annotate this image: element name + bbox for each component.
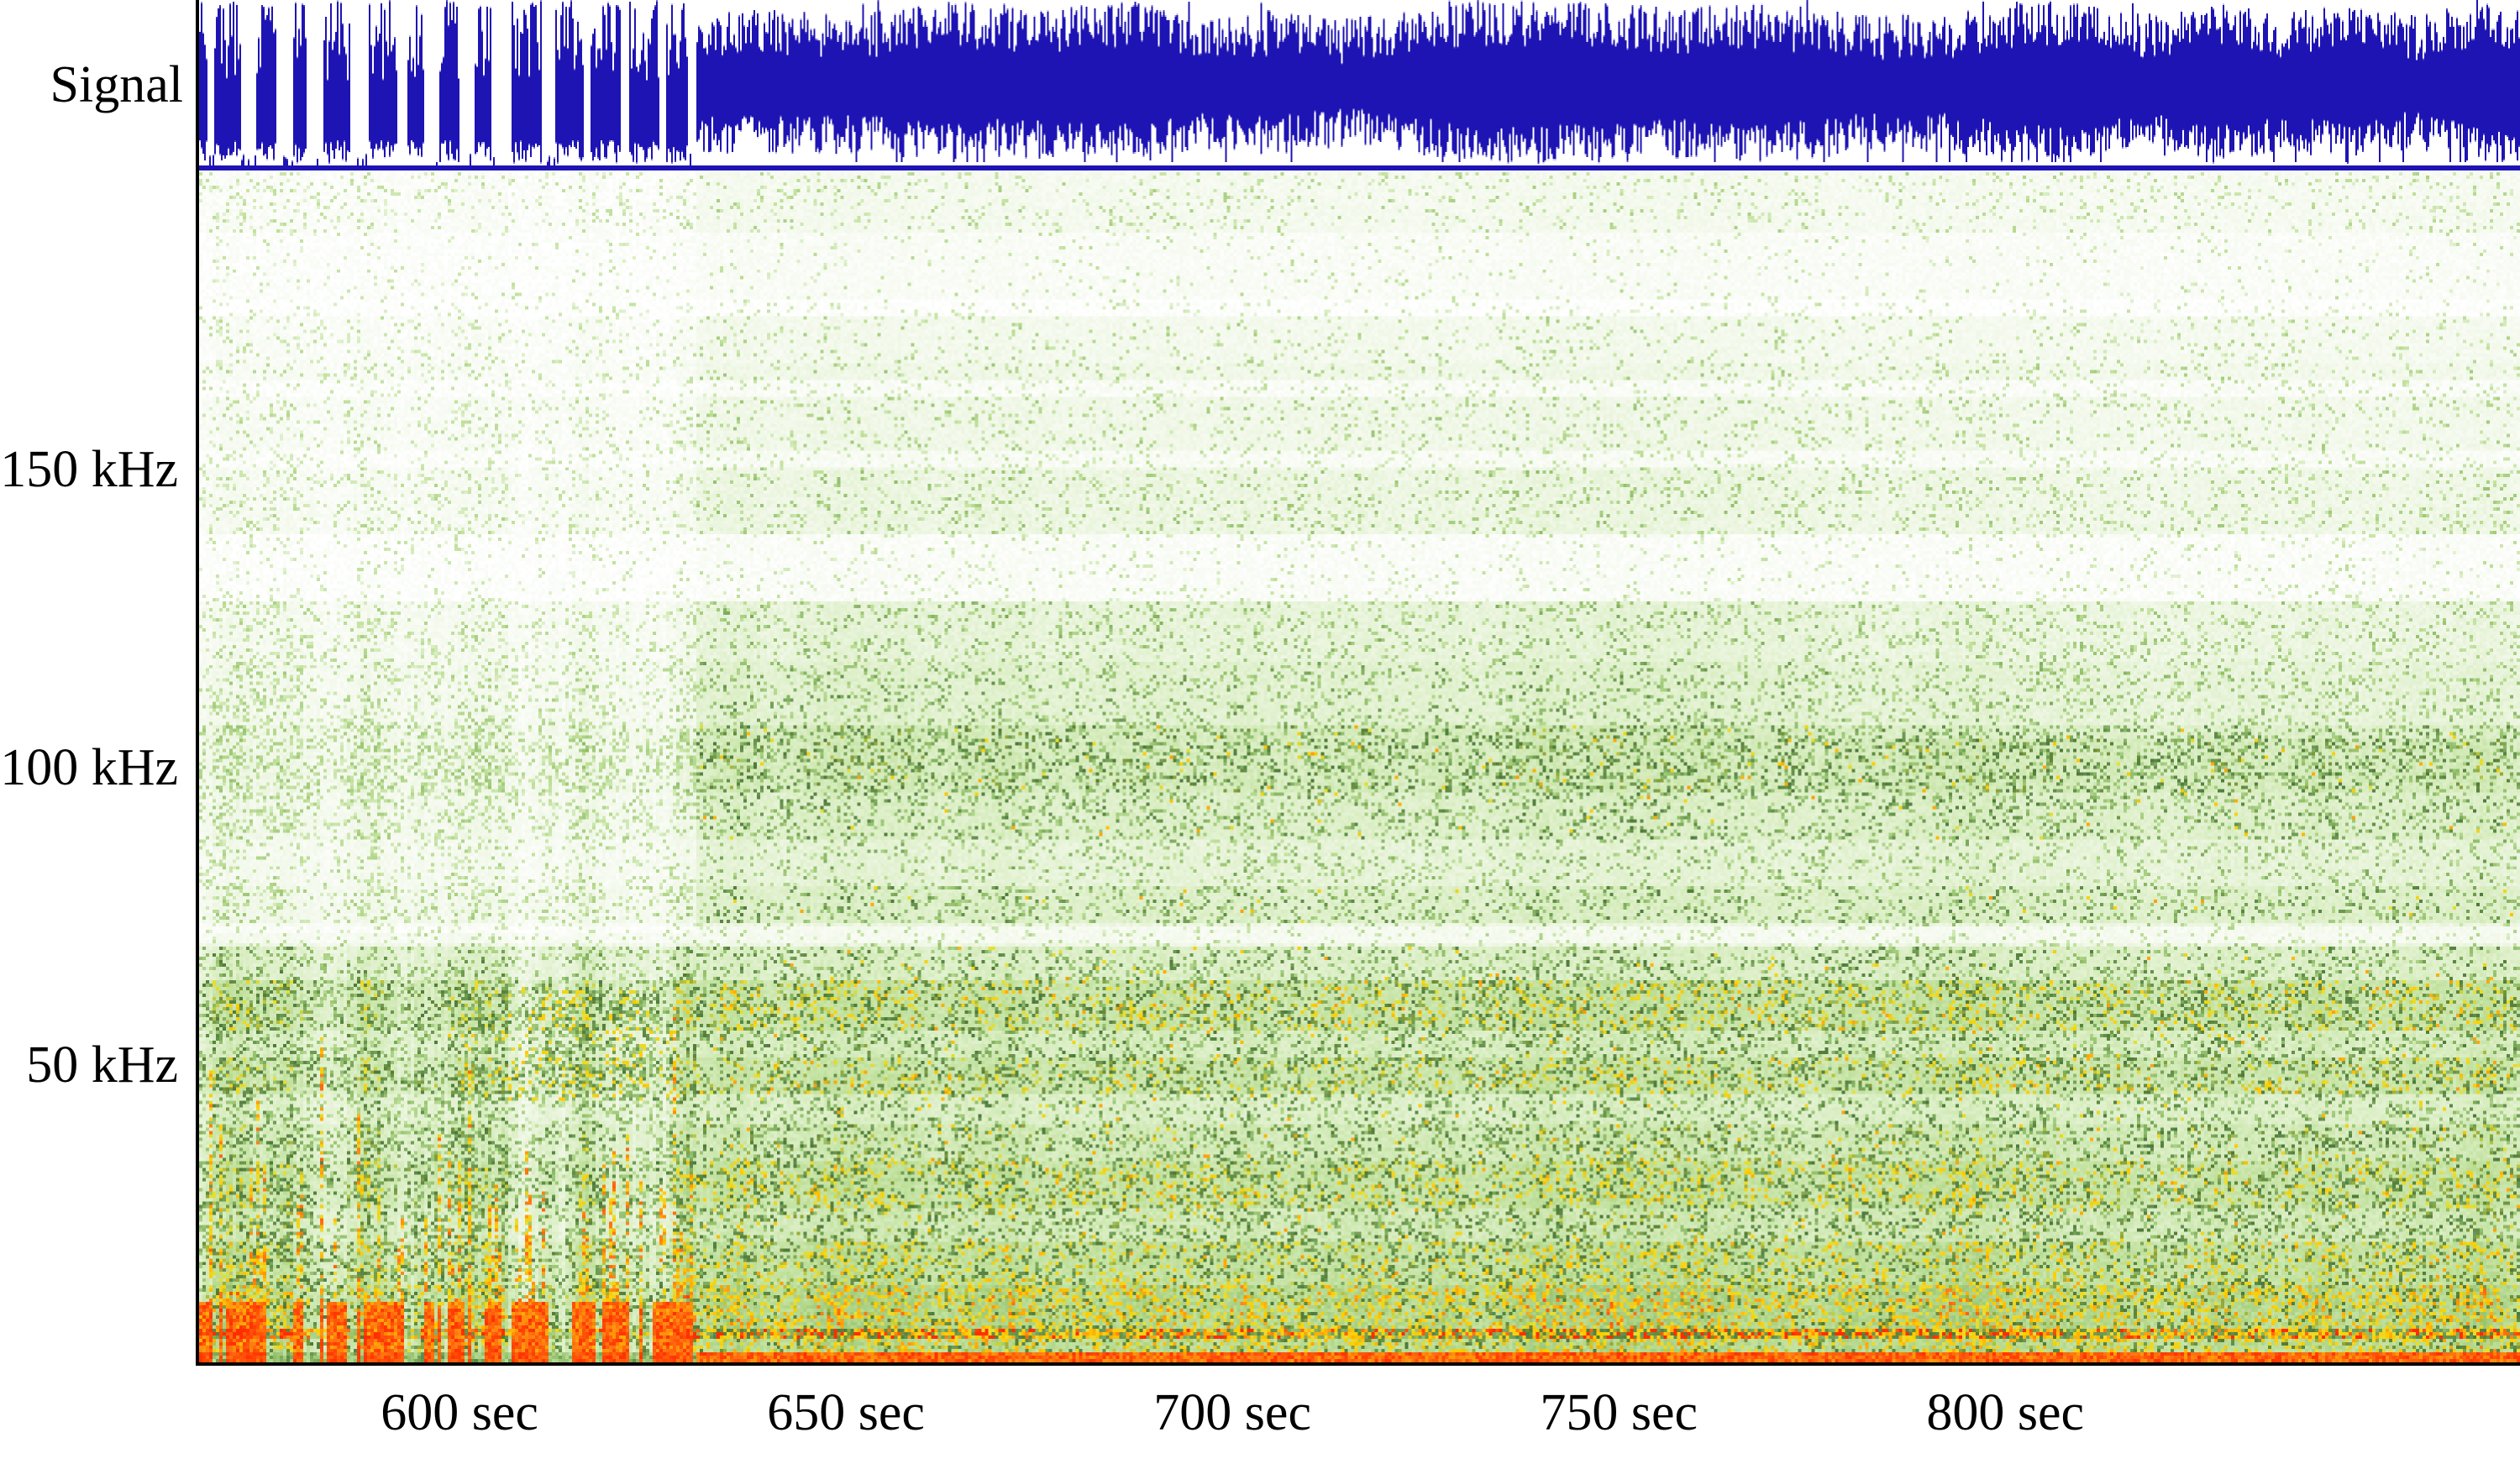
- y-tick-label: 100 kHz: [0, 738, 178, 796]
- left-axis-border: [196, 0, 199, 1366]
- waveform-plot: [199, 0, 2520, 171]
- y-tick-label: 50 kHz: [26, 1036, 178, 1094]
- signal-axis-label: Signal: [50, 56, 183, 113]
- x-tick-label: 650 sec: [767, 1384, 925, 1441]
- spectrogram-plot: [199, 172, 2520, 1362]
- bottom-axis-border: [196, 1362, 2520, 1366]
- x-tick-label: 600 sec: [381, 1384, 538, 1441]
- x-tick-label: 800 sec: [1926, 1384, 2085, 1441]
- y-tick-label: 150 kHz: [0, 441, 178, 499]
- x-tick-label: 750 sec: [1540, 1384, 1698, 1441]
- x-tick-label: 700 sec: [1153, 1384, 1311, 1441]
